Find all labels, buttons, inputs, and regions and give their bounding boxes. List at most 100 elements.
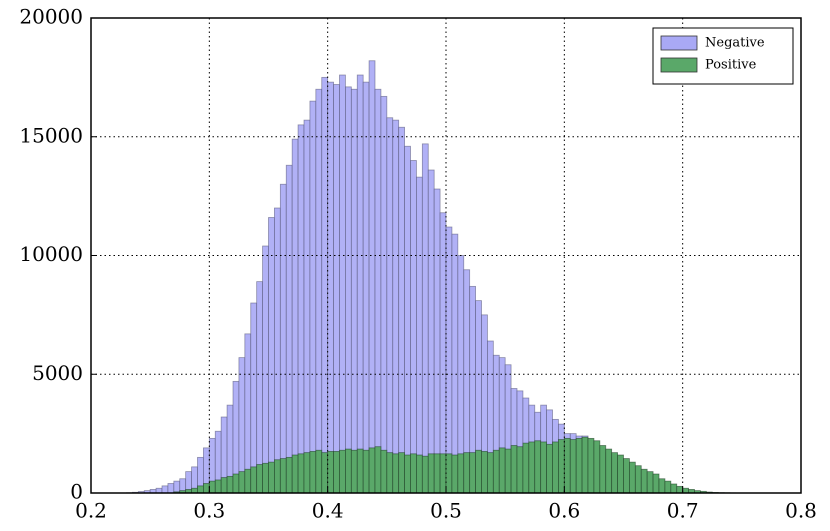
bar xyxy=(298,125,304,493)
bar xyxy=(263,246,269,493)
bar xyxy=(351,89,357,493)
bar xyxy=(428,170,434,493)
bar xyxy=(203,484,209,494)
bar xyxy=(369,448,375,493)
bar xyxy=(411,161,417,494)
bar xyxy=(582,437,588,493)
bar xyxy=(363,82,369,493)
bar xyxy=(399,453,405,493)
bar xyxy=(558,440,564,493)
legend-label: Positive xyxy=(705,58,757,73)
bar xyxy=(257,465,263,494)
bar xyxy=(215,480,221,493)
bar xyxy=(351,450,357,493)
bar xyxy=(239,472,245,493)
bar xyxy=(487,453,493,493)
bar xyxy=(576,438,582,493)
bar xyxy=(357,449,363,493)
bar xyxy=(245,469,251,493)
bar xyxy=(647,472,653,493)
bar xyxy=(316,89,322,493)
bar xyxy=(322,453,328,493)
bar xyxy=(393,120,399,493)
legend-swatch xyxy=(661,36,697,50)
bar xyxy=(292,139,298,493)
bar xyxy=(274,460,280,493)
bar xyxy=(387,118,393,493)
legend-swatch xyxy=(661,58,697,72)
bar xyxy=(446,454,452,493)
x-tick-label: 0.8 xyxy=(785,499,817,523)
bar xyxy=(257,282,263,493)
bar xyxy=(263,463,269,493)
bar xyxy=(594,441,600,493)
bar xyxy=(363,450,369,493)
bar xyxy=(446,227,452,493)
bar xyxy=(405,146,411,493)
bar xyxy=(227,476,233,493)
bar xyxy=(345,87,351,493)
bar xyxy=(588,438,594,493)
bar xyxy=(612,453,618,493)
bar xyxy=(310,451,316,493)
bar xyxy=(340,75,346,493)
bar xyxy=(434,189,440,493)
bar xyxy=(387,453,393,493)
bar xyxy=(428,454,434,493)
bar xyxy=(174,481,180,493)
bar xyxy=(345,449,351,493)
bar xyxy=(606,449,612,493)
legend-label: Negative xyxy=(705,36,765,51)
bar xyxy=(375,447,381,493)
bar xyxy=(482,451,488,493)
bar xyxy=(529,442,535,493)
bar xyxy=(535,441,541,493)
bar xyxy=(564,438,570,493)
y-tick-label: 15000 xyxy=(19,123,83,147)
bar xyxy=(541,442,547,493)
bar xyxy=(523,443,529,493)
bar xyxy=(328,82,334,493)
bar xyxy=(671,484,677,493)
bar xyxy=(280,184,286,493)
x-tick-label: 0.7 xyxy=(667,499,699,523)
bar xyxy=(162,486,168,493)
bar xyxy=(357,75,363,493)
bar xyxy=(624,459,630,493)
bar xyxy=(280,459,286,493)
bar xyxy=(251,303,257,493)
bar xyxy=(659,479,665,493)
bar xyxy=(499,448,505,493)
bar xyxy=(375,89,381,493)
bar xyxy=(600,446,606,494)
bar xyxy=(381,450,387,493)
bar xyxy=(641,469,647,493)
bar xyxy=(470,453,476,493)
bar xyxy=(209,481,215,493)
bar xyxy=(635,466,641,493)
bar xyxy=(416,455,422,493)
bar xyxy=(416,177,422,493)
bar xyxy=(629,462,635,493)
bar xyxy=(422,144,428,493)
x-tick-label: 0.5 xyxy=(430,499,462,523)
bar xyxy=(304,453,310,493)
bar xyxy=(493,450,499,493)
bar xyxy=(464,453,470,493)
bar xyxy=(665,481,671,493)
bar xyxy=(411,454,417,493)
bar xyxy=(440,213,446,493)
x-tick-label: 0.6 xyxy=(548,499,580,523)
bar xyxy=(198,486,204,493)
bar xyxy=(251,467,257,493)
bar xyxy=(269,462,275,493)
bar xyxy=(517,447,523,493)
bar xyxy=(369,61,375,493)
bar xyxy=(310,101,316,493)
bar xyxy=(274,208,280,493)
bar xyxy=(269,218,275,494)
bar xyxy=(618,455,624,493)
bar xyxy=(422,456,428,493)
bar xyxy=(334,451,340,493)
